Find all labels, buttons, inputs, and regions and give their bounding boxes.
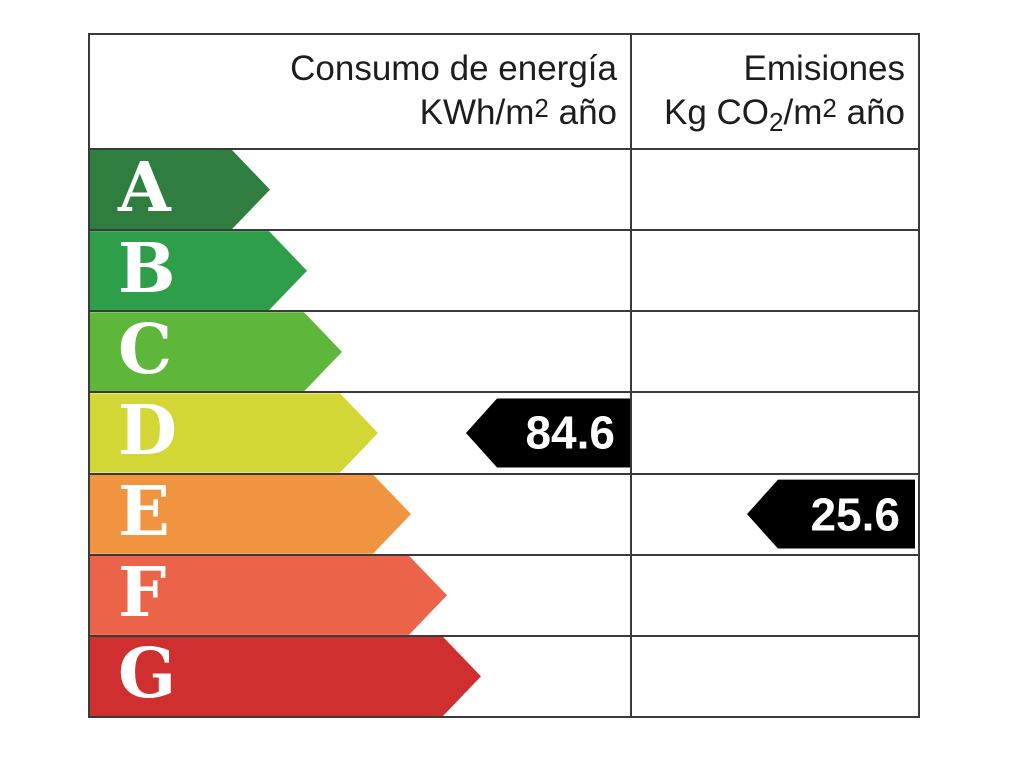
emissions-cell bbox=[632, 312, 918, 391]
table-header: Consumo de energía KWh/m2 año Emisiones … bbox=[90, 35, 918, 150]
rating-bar-g: G bbox=[90, 637, 481, 716]
consumption-cell: D 84.6 bbox=[90, 393, 632, 473]
rating-row-g: G bbox=[90, 636, 918, 716]
superscript-2: 2 bbox=[822, 92, 837, 123]
rating-letter: D bbox=[118, 390, 177, 471]
rating-letter: C bbox=[118, 309, 173, 390]
emissions-cell bbox=[632, 231, 918, 310]
energy-efficiency-certificate: Consumo de energía KWh/m2 año Emisiones … bbox=[88, 33, 920, 718]
emissions-column-header: Emisiones Kg CO2/m2 año bbox=[632, 35, 918, 148]
rating-letter: A bbox=[118, 147, 171, 228]
rating-bar-a: A bbox=[90, 150, 270, 229]
consumption-cell: G bbox=[90, 636, 632, 716]
rating-letter: G bbox=[118, 634, 177, 715]
consumption-cell: E bbox=[90, 474, 632, 554]
rating-bar-f: F bbox=[90, 556, 447, 635]
emissions-cell bbox=[632, 637, 918, 716]
emissions-cell bbox=[632, 393, 918, 472]
rating-bar-d: D bbox=[90, 393, 378, 472]
emissions-header-units: Kg CO2/m2 año bbox=[664, 92, 905, 137]
consumption-column-header: Consumo de energía KWh/m2 año bbox=[90, 35, 632, 148]
rating-letter: B bbox=[118, 228, 176, 309]
consumption-cell: A bbox=[90, 150, 632, 230]
subscript-2: 2 bbox=[769, 106, 784, 137]
emissions-value-arrow: 25.6 bbox=[747, 479, 915, 549]
consumption-cell: B bbox=[90, 231, 632, 311]
rating-row-d: D 84.6 bbox=[90, 393, 918, 475]
indicator-value: 25.6 bbox=[810, 488, 900, 541]
rating-bar-e: E bbox=[90, 475, 411, 554]
consumption-cell: C bbox=[90, 312, 632, 392]
rating-row-c: C bbox=[90, 312, 918, 394]
consumption-header-units: KWh/m2 año bbox=[419, 92, 617, 132]
consumption-value-arrow: 84.6 bbox=[466, 398, 630, 468]
rating-rows: A B C D 84.6 E bbox=[90, 150, 918, 716]
rating-row-a: A bbox=[90, 150, 918, 232]
emissions-cell bbox=[632, 556, 918, 635]
rating-row-f: F bbox=[90, 555, 918, 637]
emissions-cell: 25.6 bbox=[632, 475, 918, 554]
rating-letter: F bbox=[118, 553, 167, 634]
rating-bar-c: C bbox=[90, 312, 342, 391]
rating-letter: E bbox=[118, 472, 170, 553]
emissions-cell bbox=[632, 150, 918, 229]
superscript-2: 2 bbox=[534, 92, 549, 123]
emissions-header-title: Emisiones bbox=[743, 48, 905, 88]
rating-bar-b: B bbox=[90, 231, 307, 310]
consumption-cell: F bbox=[90, 555, 632, 635]
rating-row-e: E 25.6 bbox=[90, 474, 918, 556]
consumption-header-title: Consumo de energía bbox=[290, 48, 617, 88]
rating-row-b: B bbox=[90, 231, 918, 313]
indicator-value: 84.6 bbox=[525, 406, 615, 459]
